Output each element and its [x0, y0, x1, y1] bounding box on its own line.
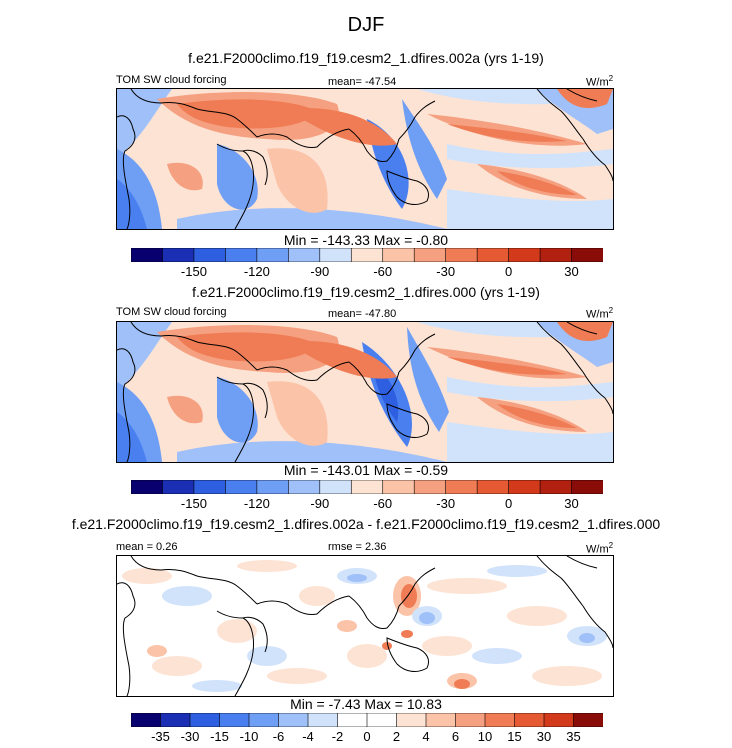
panel3-map — [116, 555, 614, 697]
colorbar-tick-label: 6 — [451, 729, 460, 744]
panel3-rmse-label: rmse = 2.36 — [328, 541, 387, 553]
colorbar-tick-label: -60 — [373, 496, 393, 511]
colorbar-swatch — [350, 248, 384, 262]
colorbar-tick-label: -10 — [239, 729, 259, 744]
colorbar-swatch — [278, 713, 309, 727]
panel3-stats: Min = -7.43 Max = 10.83 — [290, 696, 442, 712]
colorbar-swatch — [445, 480, 478, 494]
panel1-variable-label: TOM SW cloud forcing — [116, 74, 227, 86]
panel1-subtitle: f.e21.F2000climo.f19_f19.cesm2_1.dfires.… — [188, 50, 544, 66]
colorbar-swatch — [131, 480, 164, 494]
colorbar-tick-label: -6 — [272, 729, 285, 744]
colorbar-swatch — [539, 480, 573, 494]
panel3-subtitle: f.e21.F2000climo.f19_f19.cesm2_1.dfires.… — [71, 516, 661, 532]
colorbar-tick-label: -30 — [436, 264, 456, 279]
colorbar-tick-label: -120 — [243, 264, 270, 279]
colorbar-swatch — [445, 248, 478, 262]
colorbar-tick-label: 15 — [507, 729, 522, 744]
colorbar-swatch — [160, 713, 191, 727]
colorbar-swatch — [382, 480, 415, 494]
panel1-mean-label: mean= -47.54 — [328, 76, 397, 88]
colorbar-swatch — [425, 713, 457, 727]
colorbar-swatch — [573, 713, 603, 727]
colorbar-swatch — [288, 248, 321, 262]
colorbar-swatch — [476, 480, 510, 494]
panel2-variable-label: TOM SW cloud forcing — [116, 306, 227, 318]
colorbar-tick-label: -60 — [373, 264, 393, 279]
colorbar-swatch — [337, 713, 368, 727]
colorbar-swatch — [256, 480, 289, 494]
panel3-colorbar — [131, 713, 603, 727]
colorbar-tick-label: 0 — [504, 496, 513, 511]
colorbar-tick-label: -30 — [180, 729, 200, 744]
colorbar-tick-label: 4 — [422, 729, 430, 744]
colorbar-tick-label: -150 — [180, 496, 207, 511]
colorbar-swatch — [396, 713, 427, 727]
colorbar-tick-label: -150 — [180, 264, 207, 279]
colorbar-swatch — [256, 248, 289, 262]
colorbar-swatch — [189, 713, 221, 727]
colorbar-swatch — [162, 480, 195, 494]
colorbar-tick-label: -30 — [436, 496, 456, 511]
colorbar-swatch — [476, 248, 510, 262]
panel3-units-label: W/m2 — [586, 541, 614, 556]
colorbar-tick-label: 30 — [536, 729, 552, 744]
colorbar-swatch — [455, 713, 486, 727]
colorbar-tick-label: 35 — [566, 729, 581, 744]
panel2-map — [116, 321, 614, 463]
colorbar-swatch — [350, 480, 384, 494]
colorbar-swatch — [319, 248, 352, 262]
colorbar-swatch — [413, 480, 447, 494]
colorbar-swatch — [225, 248, 258, 262]
colorbar-swatch — [543, 713, 575, 727]
colorbar-swatch — [571, 248, 603, 262]
colorbar-tick-label: -35 — [151, 729, 170, 744]
colorbar-swatch — [219, 713, 250, 727]
panel1-units-label: W/m2 — [586, 74, 614, 89]
colorbar-tick-label: 0 — [504, 264, 513, 279]
panel3-mean-label: mean = 0.26 — [116, 541, 178, 553]
colorbar-swatch — [514, 713, 545, 727]
panel2-units-label: W/m2 — [586, 306, 614, 321]
figure-title: DJF — [347, 14, 385, 36]
colorbar-swatch — [382, 248, 415, 262]
colorbar-swatch — [539, 248, 573, 262]
colorbar-swatch — [484, 713, 516, 727]
colorbar-swatch — [131, 713, 162, 727]
colorbar-swatch — [366, 713, 398, 727]
panel2-stats: Min = -143.01 Max = -0.59 — [283, 462, 449, 478]
panel2-mean-label: mean= -47.80 — [328, 308, 397, 320]
colorbar-tick-label: -2 — [331, 729, 344, 744]
colorbar-swatch — [193, 480, 227, 494]
colorbar-swatch — [571, 480, 603, 494]
panel1-stats: Min = -143.33 Max = -0.80 — [283, 232, 449, 248]
colorbar-tick-label: 30 — [564, 496, 579, 511]
colorbar-tick-label: -90 — [310, 496, 330, 511]
colorbar-swatch — [225, 480, 258, 494]
colorbar-tick-label: 10 — [477, 729, 493, 744]
panel2-colorbar — [131, 480, 603, 494]
colorbar-tick-label: -15 — [210, 729, 229, 744]
colorbar-swatch — [193, 248, 227, 262]
colorbar-swatch — [131, 248, 164, 262]
colorbar-tick-label: 2 — [392, 729, 401, 744]
colorbar-swatch — [248, 713, 280, 727]
colorbar-swatch — [413, 248, 447, 262]
colorbar-swatch — [162, 248, 195, 262]
colorbar-tick-label: 30 — [564, 264, 579, 279]
panel1-map — [116, 88, 614, 230]
colorbar-tick-label: 0 — [363, 729, 371, 744]
panel1-colorbar — [131, 248, 603, 262]
colorbar-swatch — [288, 480, 321, 494]
colorbar-tick-label: -90 — [310, 264, 330, 279]
colorbar-tick-label: -120 — [243, 496, 270, 511]
colorbar-swatch — [508, 248, 541, 262]
colorbar-swatch — [319, 480, 352, 494]
colorbar-swatch — [307, 713, 339, 727]
colorbar-tick-label: -4 — [302, 729, 314, 744]
colorbar-swatch — [508, 480, 541, 494]
panel2-subtitle: f.e21.F2000climo.f19_f19.cesm2_1.dfires.… — [192, 284, 540, 300]
